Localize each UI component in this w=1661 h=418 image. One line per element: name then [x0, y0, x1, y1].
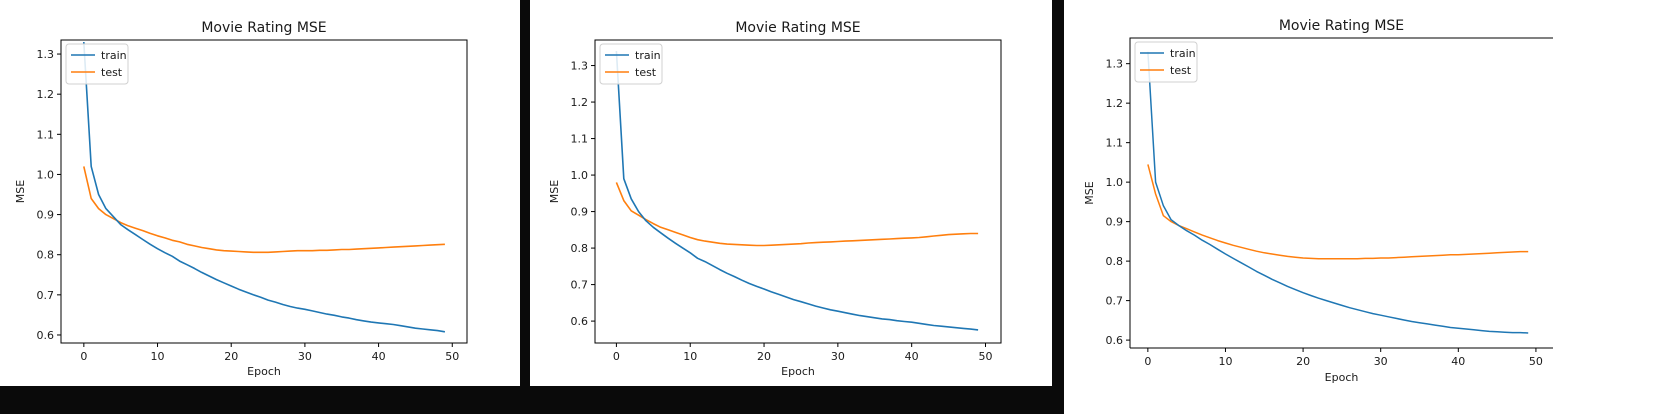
y-tick-label: 1.0 [37, 168, 55, 181]
y-tick-label: 0.8 [1106, 255, 1124, 268]
x-tick-label: 0 [1144, 355, 1151, 368]
chart-panel-3: Movie Rating MSE 0 10 20 30 40 50 0.6 0.7 0.8 0.9 1… [1064, 0, 1661, 414]
series-line-test [83, 166, 445, 254]
chart-panel-1: Movie Rating MSE 0 10 20 30 40 50 0.6 0.7 0.8 0.9 1… [0, 0, 520, 386]
chart-1: Movie Rating MSE 0 10 20 30 40 50 0.6 0.7 0.8 0.9 1… [14, 20, 468, 378]
y-tick-label: 0.7 [571, 279, 589, 292]
axes-frame [594, 39, 1002, 344]
y-tick-label: 0.6 [571, 315, 589, 328]
y-tick-label: 1.3 [1106, 58, 1124, 71]
series-line-train [1147, 51, 1529, 334]
chart-title: Movie Rating MSE [1279, 18, 1404, 34]
x-tick-label: 40 [905, 350, 919, 363]
x-axis-label: Epoch [247, 365, 281, 378]
x-tick-label: 30 [831, 350, 845, 363]
y-tick-label: 0.9 [37, 209, 55, 222]
y-tick-label: 1.2 [37, 88, 55, 101]
y-tick-label: 0.9 [1106, 216, 1124, 229]
x-tick-label: 30 [1374, 355, 1388, 368]
y-tick-label: 1.1 [37, 128, 55, 141]
legend [65, 43, 129, 85]
legend-label-train: train [1170, 47, 1196, 60]
y-tick-label: 1.3 [37, 48, 55, 61]
y-tick-label: 0.8 [571, 242, 589, 255]
legend-label-train: train [635, 49, 661, 62]
x-tick-label: 40 [372, 350, 386, 363]
x-tick-label: 20 [224, 350, 238, 363]
x-tick-label: 0 [613, 350, 620, 363]
y-axis-label: MSE [548, 180, 561, 203]
y-tick-label: 0.6 [37, 329, 55, 342]
axes-frame [1129, 37, 1553, 348]
y-tick-label: 0.6 [1106, 334, 1124, 347]
legend [1134, 41, 1198, 83]
x-axis-label: Epoch [781, 365, 815, 378]
chart-2: Movie Rating MSE 0 10 20 30 40 50 0.6 0.7 0.8 0.9 1… [548, 20, 1002, 378]
x-tick-label: 50 [445, 350, 459, 363]
x-axis-label: Epoch [1325, 371, 1359, 384]
legend-label-test: test [1170, 64, 1192, 77]
y-tick-label: 1.2 [571, 96, 589, 109]
x-tick-label: 10 [1218, 355, 1232, 368]
x-tick-label: 10 [151, 350, 165, 363]
x-tick-label: 50 [1529, 355, 1543, 368]
y-tick-label: 0.7 [37, 289, 55, 302]
y-tick-label: 0.8 [37, 249, 55, 262]
x-tick-label: 50 [978, 350, 992, 363]
y-tick-label: 1.3 [571, 60, 589, 73]
y-tick-label: 0.9 [571, 206, 589, 219]
x-tick-label: 30 [298, 350, 312, 363]
x-tick-label: 40 [1451, 355, 1465, 368]
separator-right [1052, 0, 1064, 414]
chart-title: Movie Rating MSE [201, 20, 326, 36]
series-line-train [83, 41, 446, 333]
x-tick-label: 20 [1296, 355, 1310, 368]
bottom-band [0, 386, 1064, 414]
chart-panel-2: Movie Rating MSE 0 10 20 30 40 50 0.6 0.7 0.8 0.9 1… [530, 0, 1052, 386]
x-tick-label: 20 [757, 350, 771, 363]
series-line-test [615, 182, 979, 247]
y-tick-label: 1.1 [1106, 137, 1124, 150]
y-tick-label: 1.0 [571, 169, 589, 182]
y-tick-label: 1.1 [571, 133, 589, 146]
y-tick-label: 0.7 [1106, 295, 1124, 308]
y-tick-label: 1.0 [1106, 176, 1124, 189]
separator-left [520, 0, 530, 414]
y-axis-label: MSE [14, 180, 27, 203]
series-line-test [1147, 164, 1529, 260]
y-tick-label: 1.2 [1106, 97, 1124, 110]
legend-label-test: test [635, 66, 657, 79]
chart-3: Movie Rating MSE 0 10 20 30 40 50 0.6 0.7 0.8 0.9 1… [1083, 18, 1553, 384]
x-tick-label: 10 [683, 350, 697, 363]
series-line-train [615, 50, 979, 331]
x-tick-label: 0 [80, 350, 87, 363]
legend-label-train: train [101, 49, 127, 62]
y-axis-label: MSE [1083, 181, 1096, 204]
axes-frame [60, 39, 468, 344]
chart-title: Movie Rating MSE [735, 20, 860, 36]
legend [599, 43, 663, 85]
legend-label-test: test [101, 66, 123, 79]
